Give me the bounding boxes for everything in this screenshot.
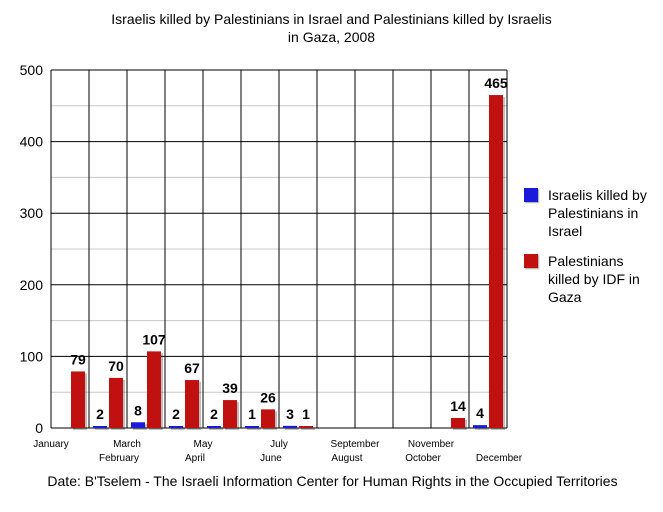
data-label: 8 — [134, 402, 142, 418]
bar-israelis — [283, 425, 297, 428]
bar-shadow — [247, 428, 261, 430]
bar-israelis — [207, 426, 221, 428]
y-tick-label: 100 — [20, 348, 44, 364]
data-label: 2 — [172, 406, 180, 422]
bar-palestinians — [147, 351, 161, 428]
legend-label-palestinians: Palestinians killed by IDF in Gaza — [548, 253, 640, 305]
legend-item-israelis: Israelis killed by Palestinians in Israe… — [524, 186, 654, 240]
source-footer: Date: B'Tselem - The Israeli Information… — [47, 473, 618, 489]
data-label: 67 — [184, 360, 200, 376]
data-label: 70 — [108, 358, 124, 374]
bar-palestinians — [185, 380, 199, 428]
data-label: 26 — [260, 389, 276, 405]
data-label: 79 — [70, 351, 86, 367]
bar-palestinians — [451, 417, 465, 428]
bar-shadow — [95, 428, 109, 430]
data-label: 1 — [248, 406, 256, 422]
legend-label-israelis: Israelis killed by Palestinians in Israe… — [548, 187, 647, 239]
x-tick-label: October — [405, 453, 441, 464]
legend-swatch-palestinians — [524, 254, 538, 268]
y-tick-label: 0 — [35, 420, 43, 436]
x-tick-label: November — [408, 439, 455, 450]
bar-israelis — [93, 426, 107, 428]
x-tick-label: January — [33, 439, 69, 450]
bar-shadow — [171, 428, 185, 430]
bar-shadow — [209, 428, 223, 430]
x-tick-label: June — [260, 453, 282, 464]
x-tick-label: July — [270, 439, 288, 450]
y-tick-label: 500 — [20, 62, 44, 78]
bar-israelis — [473, 425, 487, 428]
bar-palestinians — [109, 377, 123, 428]
data-label: 107 — [142, 331, 166, 347]
bar-shadow — [301, 428, 315, 430]
x-tick-label: March — [113, 439, 141, 450]
data-label: 14 — [450, 398, 466, 414]
bar-shadow — [475, 427, 489, 430]
bar-palestinians — [261, 409, 275, 428]
data-label: 3 — [286, 406, 294, 422]
y-tick-label: 200 — [20, 277, 44, 293]
y-tick-label: 400 — [20, 134, 44, 150]
x-tick-label: April — [185, 453, 205, 464]
x-tick-label: February — [99, 453, 139, 464]
data-label: 1 — [302, 406, 310, 422]
chart-title-line2: in Gaza, 2008 — [287, 29, 376, 45]
x-tick-label: August — [331, 453, 362, 464]
legend-swatch-israelis — [524, 188, 538, 202]
data-label: 4 — [476, 405, 484, 421]
bar-israelis — [131, 422, 145, 428]
bar-palestinians — [299, 426, 313, 428]
legend-item-palestinians: Palestinians killed by IDF in Gaza — [524, 252, 654, 306]
legend: Israelis killed by Palestinians in Israe… — [524, 186, 654, 318]
bar-shadow — [285, 427, 299, 430]
bar-palestinians — [489, 95, 503, 428]
data-label: 2 — [210, 406, 218, 422]
data-label: 465 — [484, 75, 508, 91]
bar-israelis — [169, 426, 183, 428]
x-tick-label: December — [476, 453, 523, 464]
x-tick-label: September — [331, 439, 381, 450]
data-label: 39 — [222, 380, 238, 396]
chart-title-line1: Israelis killed by Palestinians in Israe… — [111, 11, 552, 27]
x-tick-label: May — [194, 439, 213, 450]
data-label: 2 — [96, 406, 104, 422]
bar-palestinians — [71, 371, 85, 428]
y-tick-label: 300 — [20, 205, 44, 221]
bar-israelis — [245, 426, 259, 428]
bar-palestinians — [223, 400, 237, 428]
chart-title: Israelis killed by Palestinians in Israe… — [0, 10, 663, 46]
